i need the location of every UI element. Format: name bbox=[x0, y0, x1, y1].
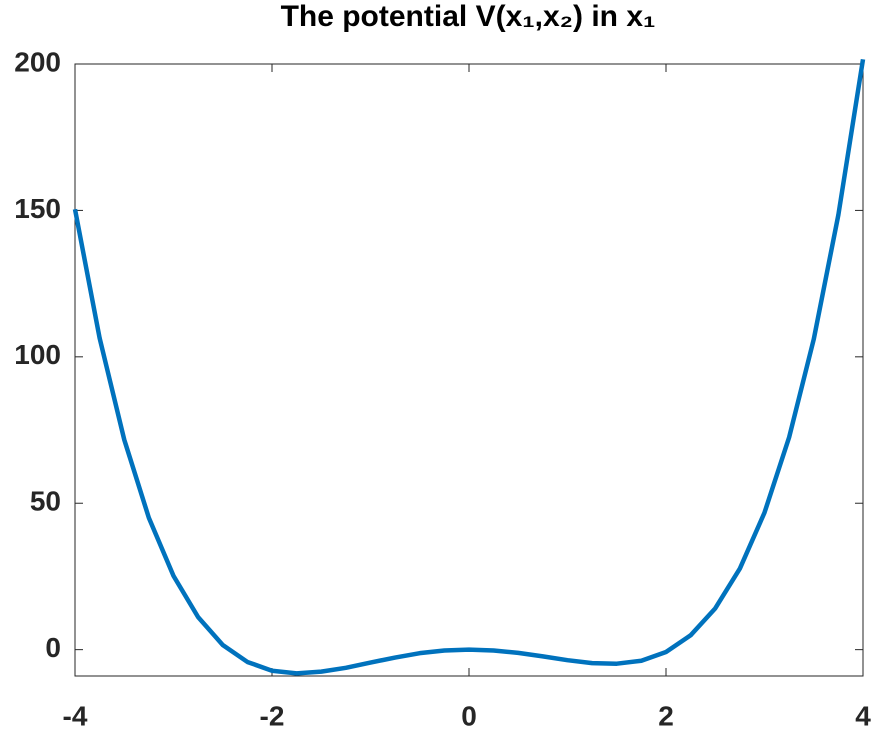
x-tick-label: 4 bbox=[855, 700, 871, 731]
plot-frame bbox=[74, 63, 864, 677]
y-tick-label: 200 bbox=[14, 46, 61, 77]
y-tick-label: 0 bbox=[45, 632, 61, 663]
y-tick-label: 50 bbox=[30, 486, 61, 517]
line bbox=[72, 58, 866, 676]
x-tick-label: -2 bbox=[260, 700, 285, 731]
x-tick-label: -4 bbox=[63, 700, 88, 731]
y-tick-label: 150 bbox=[14, 193, 61, 224]
x-tick-label: 0 bbox=[461, 700, 477, 731]
chart-title: The potential V(x₁,x₂) in x₁ bbox=[281, 0, 656, 33]
y-tick-label: 100 bbox=[14, 339, 61, 370]
x-tick-label: 2 bbox=[658, 700, 674, 731]
